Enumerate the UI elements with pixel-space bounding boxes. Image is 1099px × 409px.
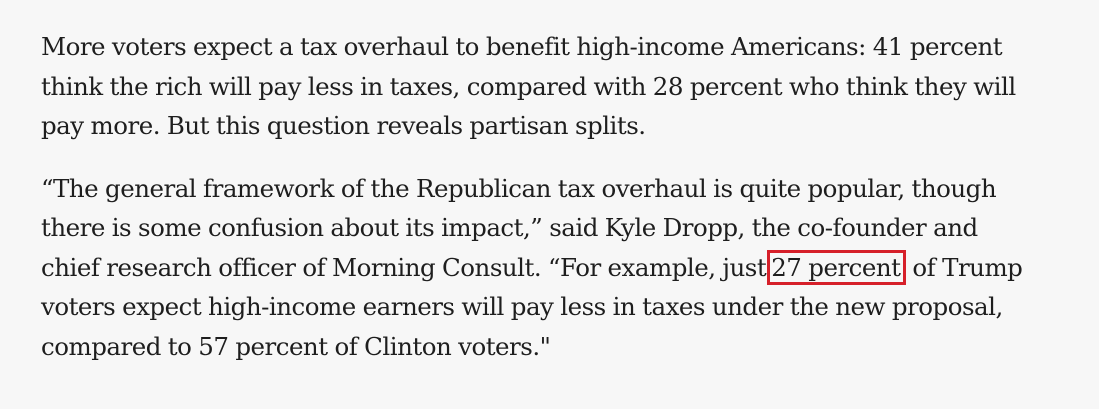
- paragraph-line: there is some confusion about its impact…: [41, 213, 978, 242]
- paragraph-voter-expectations: More voters expect a tax overhaul to ben…: [41, 27, 1081, 146]
- paragraph-line: compared to 57 percent of Clinton voters…: [41, 331, 551, 361]
- paragraph-quote-kyle-dropp: “The general framework of the Republican…: [41, 169, 1081, 367]
- paragraph-line: “The general framework of the Republican…: [41, 173, 997, 203]
- paragraph-line: think the rich will pay less in taxes, c…: [41, 71, 1016, 101]
- paragraph-line-with-highlight: chief research officer of Morning Consul…: [41, 248, 1081, 288]
- paragraph-line: More voters expect a tax overhaul to ben…: [41, 32, 1003, 61]
- paragraph-line: pay more. But this question reveals part…: [41, 111, 646, 140]
- line-text-before-highlight: chief research officer of Morning Consul…: [41, 252, 767, 282]
- highlighted-statistic: 27 percent: [767, 249, 906, 285]
- paragraph-line: voters expect high-income earners will p…: [41, 292, 1003, 321]
- article-body: More voters expect a tax overhaul to ben…: [41, 27, 1081, 366]
- line-text-after-highlight: of Trump: [905, 252, 1023, 282]
